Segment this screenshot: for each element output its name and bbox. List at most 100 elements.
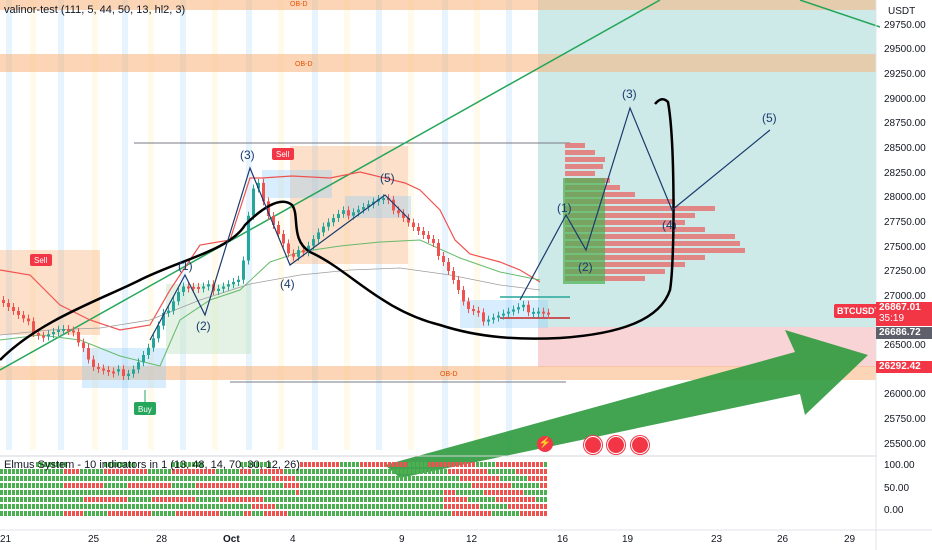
oscillator-dot: [356, 469, 359, 474]
oscillator-dot: [284, 511, 287, 516]
oscillator-dot: [356, 490, 359, 495]
bolt-icon[interactable]: ⚡: [537, 436, 553, 452]
oscillator-dot: [120, 476, 123, 481]
candles[interactable]: [2, 178, 550, 380]
oscillator-dot: [412, 490, 415, 495]
oscillator-dot: [276, 483, 279, 488]
us-flag-icon[interactable]: [584, 436, 602, 454]
oscillator-dot: [536, 469, 539, 474]
ob-d-zone-top[interactable]: [0, 0, 876, 10]
oscillator-dot: [444, 483, 447, 488]
oscillator-dot: [324, 490, 327, 495]
oscillator-dot: [484, 497, 487, 502]
elliott-wave-forecast[interactable]: [519, 106, 771, 301]
price-axis-label: 25500.00: [884, 439, 926, 450]
oscillator-dot: [456, 469, 459, 474]
sell-signal-2[interactable]: Sell: [272, 148, 294, 160]
buy-signal[interactable]: Buy: [134, 390, 156, 415]
oscillator-dot: [252, 497, 255, 502]
oscillator-dot: [224, 504, 227, 509]
us-flag-icon[interactable]: [631, 436, 649, 454]
oscillator-dot: [380, 469, 383, 474]
oscillator-dot: [104, 504, 107, 509]
trend-line-up[interactable]: [0, 0, 661, 371]
volume-profile[interactable]: [563, 143, 745, 284]
oscillator-dot: [4, 476, 7, 481]
oscillator-dot: [348, 476, 351, 481]
oscillator-dot: [320, 469, 323, 474]
oscillator-dot: [128, 476, 131, 481]
oscillator-dot: [124, 504, 127, 509]
price-axis[interactable]: USDT 29750.00 29500.00 29250.00 29000.00 287…: [876, 0, 932, 530]
oscillator-dot: [420, 497, 423, 502]
oscillator-dot: [132, 497, 135, 502]
oscillator-dot: [476, 490, 479, 495]
oscillator-dot: [76, 497, 79, 502]
oscillator-dot: [224, 490, 227, 495]
oscillator-dot: [12, 511, 15, 516]
oscillator-dot: [344, 483, 347, 488]
oscillator-dot: [468, 462, 471, 467]
ob-d-zone-mid[interactable]: [0, 54, 876, 72]
oscillator-dot: [124, 469, 127, 474]
oscillator-title[interactable]: Elmus System - 10 indicators in 1 (13, 4…: [4, 459, 300, 471]
oscillator-dot: [404, 497, 407, 502]
volume-profile-bar: [565, 199, 675, 204]
oscillator-dot: [356, 476, 359, 481]
oscillator-dot: [436, 511, 439, 516]
oscillator-dot: [160, 483, 163, 488]
oscillator-dot: [188, 497, 191, 502]
order-block-7[interactable]: [166, 284, 251, 354]
oscillator-dot: [212, 490, 215, 495]
candle: [367, 204, 370, 207]
oscillator-dot: [224, 483, 227, 488]
oscillator-dot: [112, 469, 115, 474]
oscillator-dot: [80, 511, 83, 516]
oscillator-dot: [36, 504, 39, 509]
elliott-wave-past[interactable]: [149, 166, 411, 341]
oscillator-dot: [196, 462, 199, 467]
oscillator-dot: [228, 476, 231, 481]
oscillator-dot: [196, 511, 199, 516]
volume-profile-bar: [565, 143, 585, 148]
oscillator-dot: [324, 469, 327, 474]
order-block-4[interactable]: [262, 170, 332, 198]
oscillator-dot: [264, 476, 267, 481]
curve-drawing[interactable]: [0, 98, 675, 361]
ob-d-zone-low[interactable]: [0, 366, 876, 380]
volume-profile-bar: [565, 150, 595, 155]
oscillator-dot: [12, 490, 15, 495]
order-block-2[interactable]: [290, 146, 408, 264]
oscillator-dot: [384, 476, 387, 481]
oscillator-dot: [124, 497, 127, 502]
forecast-arrow[interactable]: [385, 330, 868, 478]
oscillator-dot: [16, 504, 19, 509]
us-flag-icon[interactable]: [607, 436, 625, 454]
candle: [47, 334, 50, 337]
oscillator-dot: [204, 497, 207, 502]
oscillator-dot: [260, 469, 263, 474]
oscillator-dot: [436, 497, 439, 502]
oscillator-dot: [468, 469, 471, 474]
oscillator-dot: [104, 483, 107, 488]
oscillator-dot: [376, 511, 379, 516]
oscillator-dot: [404, 462, 407, 467]
oscillator-dot: [356, 511, 359, 516]
sell-signal-1[interactable]: Sell: [30, 254, 52, 266]
trend-line-down[interactable]: [799, 0, 881, 28]
oscillator-dot: [240, 497, 243, 502]
osc-axis-label: 0.00: [884, 505, 904, 516]
price-axis-label: 26000.00: [884, 389, 926, 400]
oscillator-dot: [540, 469, 543, 474]
indicator-title[interactable]: valinor-test (111, 5, 44, 50, 13, hl2, 3…: [4, 4, 186, 16]
oscillator-dot: [348, 462, 351, 467]
oscillator-dot: [404, 483, 407, 488]
oscillator-dot: [328, 469, 331, 474]
oscillator-dot: [460, 469, 463, 474]
oscillator-dot: [8, 511, 11, 516]
oscillator-dot: [108, 511, 111, 516]
date-axis[interactable]: 21 25 28 Oct 4 9 12 16 19 23 26 29: [0, 531, 876, 550]
candle: [227, 284, 230, 287]
oscillator-dot: [432, 497, 435, 502]
